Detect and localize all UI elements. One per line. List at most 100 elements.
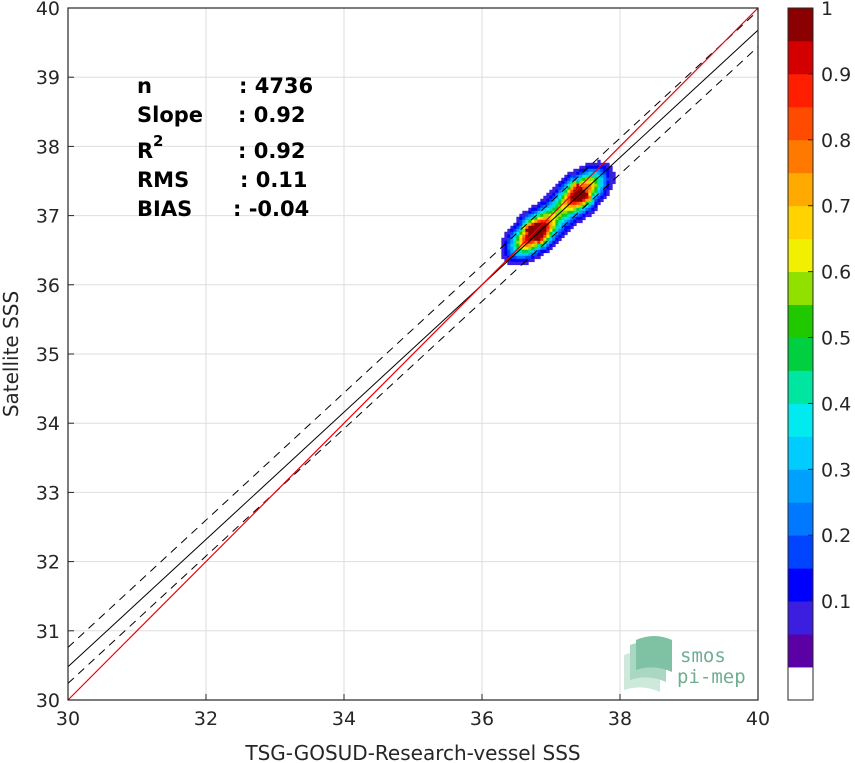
density-cell: [552, 186, 556, 191]
density-cell: [582, 168, 586, 173]
density-cell: [609, 174, 613, 179]
density-cell: [600, 183, 604, 188]
density-cell: [582, 213, 586, 218]
density-cell: [570, 174, 574, 179]
density-cell: [543, 231, 547, 236]
density-cell: [612, 174, 616, 179]
logo-line-pimep: pi-mep: [677, 666, 746, 688]
density-cell: [579, 171, 583, 176]
density-cell: [573, 201, 577, 206]
density-cell: [558, 180, 562, 185]
density-cell: [585, 165, 589, 170]
density-cell: [603, 165, 607, 170]
density-cell: [543, 222, 547, 227]
density-cell: [543, 243, 547, 248]
density-cell: [510, 231, 514, 236]
density-cell: [513, 246, 517, 251]
density-cell: [540, 213, 544, 218]
density-cell: [597, 171, 601, 176]
density-cell: [567, 183, 571, 188]
density-cell: [525, 240, 529, 245]
density-cell: [594, 162, 598, 167]
identity-line: [67, 7, 759, 701]
density-cell: [582, 186, 586, 191]
colorbar-frame: [787, 7, 814, 701]
density-cell: [552, 231, 556, 236]
density-cell: [522, 252, 526, 257]
density-cell: [606, 162, 610, 167]
density-contours: [501, 159, 616, 266]
density-cell: [576, 189, 580, 194]
x-tick-label: 40: [746, 708, 770, 730]
density-cell: [528, 219, 532, 224]
density-cell: [555, 198, 559, 203]
density-cell: [582, 207, 586, 212]
density-cell: [552, 189, 556, 194]
density-cell: [585, 204, 589, 209]
density-cell: [531, 222, 535, 227]
colorbar: [787, 7, 814, 701]
density-cell: [513, 261, 517, 266]
density-cell: [555, 210, 559, 215]
density-cell: [561, 228, 565, 233]
density-cell: [594, 186, 598, 191]
density-cell: [585, 210, 589, 215]
density-cell: [504, 240, 508, 245]
density-cell: [570, 198, 574, 203]
density-cell: [537, 228, 541, 233]
density-cell: [609, 177, 613, 182]
density-cell: [537, 243, 541, 248]
density-cell: [579, 195, 583, 200]
density-cell: [513, 222, 517, 227]
density-cell: [540, 210, 544, 215]
density-cell: [531, 255, 535, 260]
density-cell: [516, 231, 520, 236]
density-cell: [603, 174, 607, 179]
density-cell: [558, 234, 562, 239]
density-cell: [552, 234, 556, 239]
density-cell: [528, 228, 532, 233]
density-cell: [600, 165, 604, 170]
density-cell: [546, 210, 550, 215]
density-cell: [510, 258, 514, 263]
density-cell: [507, 246, 511, 251]
density-cell: [591, 207, 595, 212]
stat-slope-value: : 0.92: [238, 103, 306, 127]
density-cell: [591, 162, 595, 167]
density-cell: [576, 198, 580, 203]
density-cell: [546, 198, 550, 203]
density-cell: [531, 237, 535, 242]
density-cell: [546, 213, 550, 218]
density-cell: [546, 225, 550, 230]
density-cell: [570, 195, 574, 200]
density-cell: [525, 228, 529, 233]
density-cell: [519, 213, 523, 218]
density-cell: [540, 201, 544, 206]
density-cell: [585, 168, 589, 173]
colorbar-band: [788, 139, 813, 174]
density-cell: [510, 249, 514, 254]
density-cell: [543, 204, 547, 209]
colorbar-band: [788, 304, 813, 338]
colorbar-band: [788, 205, 813, 240]
density-cell: [579, 219, 583, 224]
density-cell: [570, 213, 574, 218]
density-cell: [561, 213, 565, 218]
density-cell: [525, 216, 529, 221]
density-cell: [570, 204, 574, 209]
density-cell: [558, 192, 562, 197]
colorbar-band: [788, 238, 813, 273]
density-cell: [561, 198, 565, 203]
density-cell: [537, 201, 541, 206]
stat-rms-value: : 0.11: [240, 168, 308, 192]
density-cell: [507, 237, 511, 242]
density-cell: [561, 192, 565, 197]
density-cell: [555, 204, 559, 209]
density-cell: [534, 246, 538, 251]
density-cell: [513, 255, 517, 260]
density-cell: [546, 207, 550, 212]
density-cell: [540, 252, 544, 257]
density-cell: [537, 249, 541, 254]
density-cell: [576, 180, 580, 185]
density-cell: [537, 204, 541, 209]
